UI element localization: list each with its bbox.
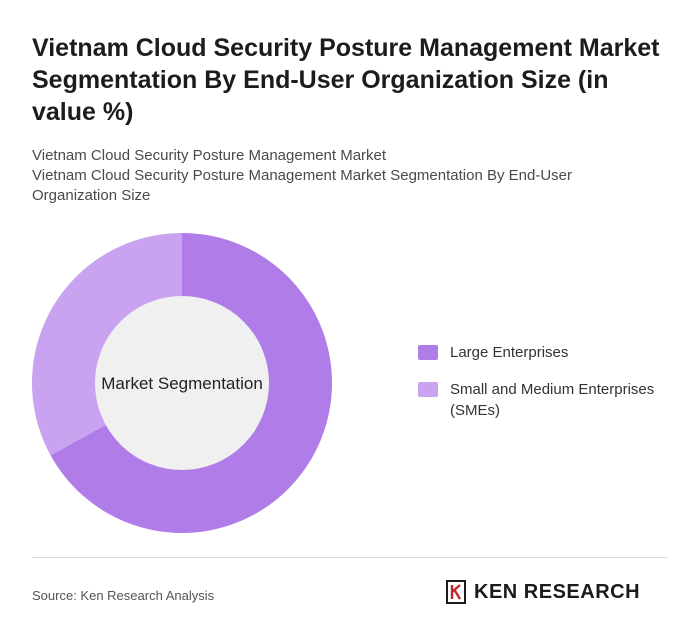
legend-label-large-enterprises: Large Enterprises [450,344,569,361]
chart-legend: Large Enterprises Small and Medium Enter… [418,342,678,437]
footer-divider [32,557,668,558]
legend-item-smes: Small and Medium Enterprises (SMEs) [418,379,678,421]
legend-swatch-large-enterprises [418,345,438,360]
ken-research-k-logo-icon [446,580,466,604]
subtitle-line-2: Vietnam Cloud Security Posture Managemen… [32,167,572,204]
donut-hole [95,296,269,470]
donut-chart: Market Segmentation [32,233,333,533]
legend-swatch-smes [418,382,438,397]
chart-title: Vietnam Cloud Security Posture Managemen… [32,34,660,126]
legend-item-large-enterprises: Large Enterprises [418,342,678,363]
subtitle-line-1: Vietnam Cloud Security Posture Managemen… [32,147,387,164]
ken-research-logo: KEN RESEARCH [446,580,640,604]
donut-center-label: Market Segmentation [101,374,263,393]
chart-subtitle: Vietnam Cloud Security Posture Managemen… [32,146,632,206]
legend-label-smes: Small and Medium Enterprises (SMEs) [450,381,655,419]
logo-text: KEN RESEARCH [474,580,641,603]
source-note: Source: Ken Research Analysis [32,588,215,603]
